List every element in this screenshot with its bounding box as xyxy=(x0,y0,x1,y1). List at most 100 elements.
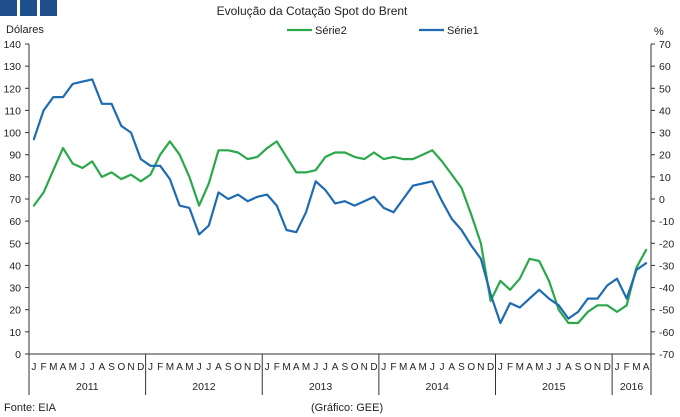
month-tick-label: A xyxy=(643,362,650,373)
left-tick-label: 50 xyxy=(9,238,21,250)
month-tick-label: A xyxy=(176,362,183,373)
month-tick-label: M xyxy=(282,362,290,373)
year-label: 2013 xyxy=(309,381,333,393)
year-label: 2015 xyxy=(542,381,566,393)
left-tick-label: 0 xyxy=(15,349,21,361)
month-tick-label: J xyxy=(430,362,435,373)
left-tick-label: 90 xyxy=(9,150,21,162)
right-tick-label: 60 xyxy=(659,61,671,73)
month-tick-label: O xyxy=(467,362,475,373)
month-tick-label: F xyxy=(274,362,280,373)
month-tick-label: D xyxy=(604,362,611,373)
month-tick-label: M xyxy=(632,362,640,373)
right-axis-label: % xyxy=(654,26,664,38)
right-tick-label: 30 xyxy=(659,128,671,140)
month-tick-label: S xyxy=(225,362,232,373)
month-tick-label: N xyxy=(127,362,134,373)
right-tick-label: -50 xyxy=(659,305,674,317)
month-tick-label: F xyxy=(624,362,630,373)
month-tick-label: J xyxy=(206,362,211,373)
year-label: 2011 xyxy=(76,381,99,393)
credit-note: (Gráfico: GEE) xyxy=(311,402,383,414)
month-tick-label: N xyxy=(244,362,251,373)
month-tick-label: J xyxy=(440,362,445,373)
year-label: 2012 xyxy=(192,381,216,393)
month-tick-label: M xyxy=(166,362,174,373)
month-tick-label: F xyxy=(507,362,513,373)
right-tick-label: -20 xyxy=(659,238,674,250)
year-label: 2016 xyxy=(620,381,644,393)
month-tick-label: A xyxy=(410,362,417,373)
month-tick-label: A xyxy=(448,362,455,373)
right-tick-label: -40 xyxy=(659,283,674,295)
right-tick-label: -70 xyxy=(659,349,674,361)
left-tick-label: 110 xyxy=(4,105,21,117)
month-tick-label: A xyxy=(565,362,572,373)
month-tick-label: J xyxy=(265,362,270,373)
month-tick-label: J xyxy=(614,362,619,373)
month-tick-label: D xyxy=(137,362,144,373)
month-tick-label: O xyxy=(584,362,592,373)
right-tick-label: 70 xyxy=(659,39,671,51)
right-tick-label: 0 xyxy=(659,194,665,206)
month-tick-label: J xyxy=(556,362,561,373)
month-tick-label: J xyxy=(80,362,85,373)
left-tick-label: 20 xyxy=(9,305,21,317)
left-tick-label: 40 xyxy=(9,260,21,272)
month-tick-label: A xyxy=(60,362,67,373)
logo xyxy=(0,0,57,16)
left-tick-label: 130 xyxy=(3,61,21,73)
month-tick-label: S xyxy=(108,362,115,373)
month-tick-label: J xyxy=(313,362,318,373)
right-tick-label: 10 xyxy=(659,172,671,184)
month-tick-label: J xyxy=(148,362,153,373)
month-tick-label: O xyxy=(234,362,242,373)
month-tick-label: J xyxy=(31,362,36,373)
month-tick-label: F xyxy=(41,362,47,373)
month-tick-label: D xyxy=(487,362,494,373)
month-tick-label: A xyxy=(99,362,106,373)
left-tick-label: 10 xyxy=(9,327,21,339)
logo-square-2 xyxy=(20,0,37,16)
month-tick-label: N xyxy=(361,362,368,373)
month-tick-label: A xyxy=(293,362,300,373)
legend-label-serie1: Série1 xyxy=(447,25,479,37)
month-tick-label: S xyxy=(342,362,349,373)
month-tick-label: J xyxy=(323,362,328,373)
right-tick-label: 50 xyxy=(659,83,671,95)
month-tick-label: M xyxy=(399,362,407,373)
left-axis-label: Dólares xyxy=(6,24,44,36)
chart-title: Evolução da Cotação Spot do Brent xyxy=(217,4,408,18)
month-tick-label: M xyxy=(535,362,543,373)
month-tick-label: N xyxy=(477,362,484,373)
left-tick-label: 70 xyxy=(9,194,21,206)
month-tick-label: D xyxy=(254,362,261,373)
month-tick-label: J xyxy=(498,362,503,373)
month-tick-label: A xyxy=(526,362,533,373)
left-tick-label: 140 xyxy=(3,39,21,51)
series-line-Série1 xyxy=(32,78,648,325)
right-tick-label: 20 xyxy=(659,150,671,162)
month-tick-label: J xyxy=(197,362,202,373)
year-label: 2014 xyxy=(426,381,450,393)
series-line-Série2 xyxy=(32,140,648,325)
month-tick-label: S xyxy=(575,362,582,373)
month-tick-label: J xyxy=(546,362,551,373)
left-tick-label: 100 xyxy=(3,128,21,140)
right-tick-label: 40 xyxy=(659,105,671,117)
logo-square-3 xyxy=(40,0,57,16)
month-tick-label: O xyxy=(117,362,125,373)
month-tick-label: M xyxy=(516,362,524,373)
right-tick-label: -60 xyxy=(659,327,674,339)
right-tick-label: -10 xyxy=(659,216,674,228)
month-tick-label: A xyxy=(215,362,222,373)
source-note: Fonte: EIA xyxy=(4,402,57,414)
right-tick-label: -30 xyxy=(659,260,674,272)
month-tick-label: F xyxy=(390,362,396,373)
month-tick-label: M xyxy=(418,362,426,373)
month-tick-label: S xyxy=(458,362,465,373)
month-tick-label: M xyxy=(69,362,77,373)
month-tick-label: A xyxy=(332,362,339,373)
left-tick-label: 120 xyxy=(3,83,21,95)
